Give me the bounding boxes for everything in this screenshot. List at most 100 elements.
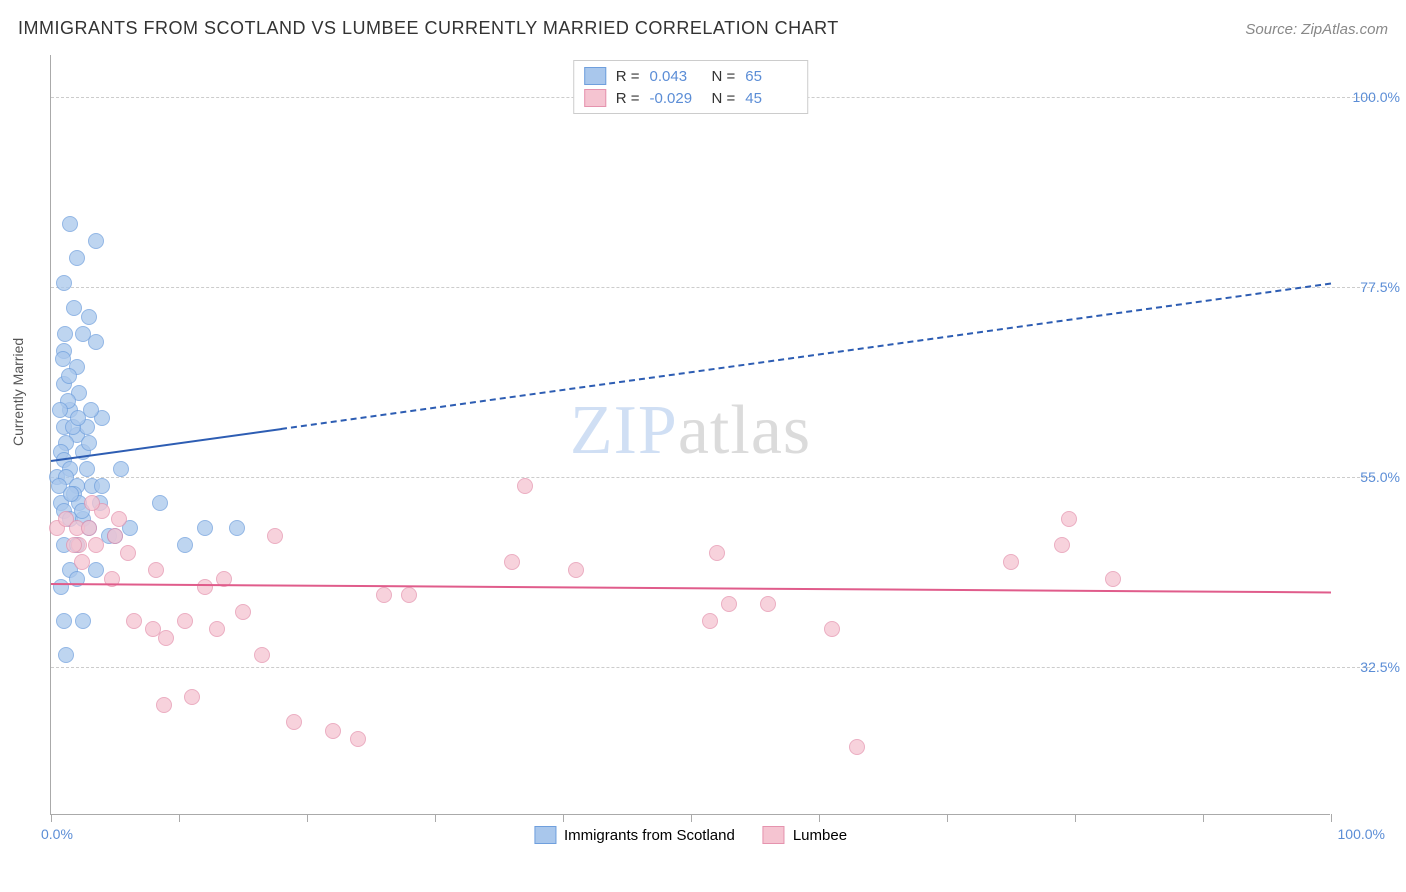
source-attribution: Source: ZipAtlas.com xyxy=(1245,21,1388,38)
data-point xyxy=(58,647,74,663)
data-point xyxy=(1003,554,1019,570)
data-point xyxy=(209,621,225,637)
x-tick xyxy=(819,814,820,822)
data-point xyxy=(229,520,245,536)
y-grid-label: 32.5% xyxy=(1360,659,1400,675)
x-tick xyxy=(947,814,948,822)
legend-row-scotland: R = 0.043 N = 65 xyxy=(584,65,798,87)
watermark-atlas: atlas xyxy=(678,392,811,469)
watermark: ZIPatlas xyxy=(570,391,811,471)
watermark-zip: ZIP xyxy=(570,392,678,469)
data-point xyxy=(94,478,110,494)
r-value-lumbee: -0.029 xyxy=(650,90,702,107)
data-point xyxy=(177,613,193,629)
data-point xyxy=(235,604,251,620)
correlation-legend: R = 0.043 N = 65 R = -0.029 N = 45 xyxy=(573,60,809,114)
data-point xyxy=(504,554,520,570)
data-point xyxy=(760,596,776,612)
series-legend: Immigrants from Scotland Lumbee xyxy=(534,826,847,844)
data-point xyxy=(111,511,127,527)
gridline xyxy=(51,477,1375,478)
trend-line-lumbee xyxy=(51,583,1331,593)
x-tick xyxy=(1203,814,1204,822)
data-point xyxy=(69,250,85,266)
data-point xyxy=(81,309,97,325)
legend-item-scotland: Immigrants from Scotland xyxy=(534,826,735,844)
data-point xyxy=(81,520,97,536)
data-point xyxy=(184,689,200,705)
data-point xyxy=(88,233,104,249)
x-tick xyxy=(1331,814,1332,822)
chart-header: IMMIGRANTS FROM SCOTLAND VS LUMBEE CURRE… xyxy=(18,18,1388,39)
legend-label-lumbee: Lumbee xyxy=(793,827,847,844)
data-point xyxy=(63,486,79,502)
data-point xyxy=(197,520,213,536)
data-point xyxy=(849,739,865,755)
n-value-lumbee: 45 xyxy=(745,90,797,107)
x-tick xyxy=(51,814,52,822)
data-point xyxy=(88,334,104,350)
data-point xyxy=(568,562,584,578)
x-tick xyxy=(179,814,180,822)
source-name: ZipAtlas.com xyxy=(1301,21,1388,38)
data-point xyxy=(376,587,392,603)
x-tick xyxy=(435,814,436,822)
data-point xyxy=(1061,511,1077,527)
data-point xyxy=(709,545,725,561)
legend-item-lumbee: Lumbee xyxy=(763,826,847,844)
data-point xyxy=(74,554,90,570)
data-point xyxy=(83,402,99,418)
data-point xyxy=(120,545,136,561)
r-label: R = xyxy=(616,90,640,107)
source-prefix: Source: xyxy=(1245,21,1301,38)
legend-swatch-scotland xyxy=(584,67,606,85)
x-tick xyxy=(307,814,308,822)
n-value-scotland: 65 xyxy=(745,68,797,85)
scatter-chart: ZIPatlas R = 0.043 N = 65 R = -0.029 N =… xyxy=(50,55,1330,815)
data-point xyxy=(56,275,72,291)
data-point xyxy=(702,613,718,629)
data-point xyxy=(325,723,341,739)
data-point xyxy=(66,537,82,553)
data-point xyxy=(52,402,68,418)
y-grid-label: 100.0% xyxy=(1353,89,1400,105)
data-point xyxy=(113,461,129,477)
data-point xyxy=(56,613,72,629)
data-point xyxy=(152,495,168,511)
data-point xyxy=(267,528,283,544)
data-point xyxy=(61,368,77,384)
legend-swatch-scotland xyxy=(534,826,556,844)
data-point xyxy=(721,596,737,612)
data-point xyxy=(55,351,71,367)
data-point xyxy=(84,495,100,511)
data-point xyxy=(81,435,97,451)
data-point xyxy=(824,621,840,637)
data-point xyxy=(401,587,417,603)
data-point xyxy=(177,537,193,553)
x-tick xyxy=(1075,814,1076,822)
gridline xyxy=(51,287,1375,288)
legend-row-lumbee: R = -0.029 N = 45 xyxy=(584,87,798,109)
data-point xyxy=(79,461,95,477)
data-point xyxy=(158,630,174,646)
y-grid-label: 55.0% xyxy=(1360,469,1400,485)
x-tick xyxy=(691,814,692,822)
x-axis-max-label: 100.0% xyxy=(1338,826,1385,842)
r-value-scotland: 0.043 xyxy=(650,68,702,85)
y-axis-label: Currently Married xyxy=(10,338,26,446)
legend-swatch-lumbee xyxy=(584,89,606,107)
data-point xyxy=(107,528,123,544)
chart-title: IMMIGRANTS FROM SCOTLAND VS LUMBEE CURRE… xyxy=(18,18,839,39)
y-grid-label: 77.5% xyxy=(1360,279,1400,295)
data-point xyxy=(517,478,533,494)
n-label: N = xyxy=(712,68,736,85)
data-point xyxy=(62,216,78,232)
data-point xyxy=(88,562,104,578)
x-axis-min-label: 0.0% xyxy=(41,826,73,842)
legend-label-scotland: Immigrants from Scotland xyxy=(564,827,735,844)
data-point xyxy=(88,537,104,553)
trend-line-extrap-scotland xyxy=(281,283,1331,430)
data-point xyxy=(126,613,142,629)
data-point xyxy=(75,613,91,629)
data-point xyxy=(57,326,73,342)
